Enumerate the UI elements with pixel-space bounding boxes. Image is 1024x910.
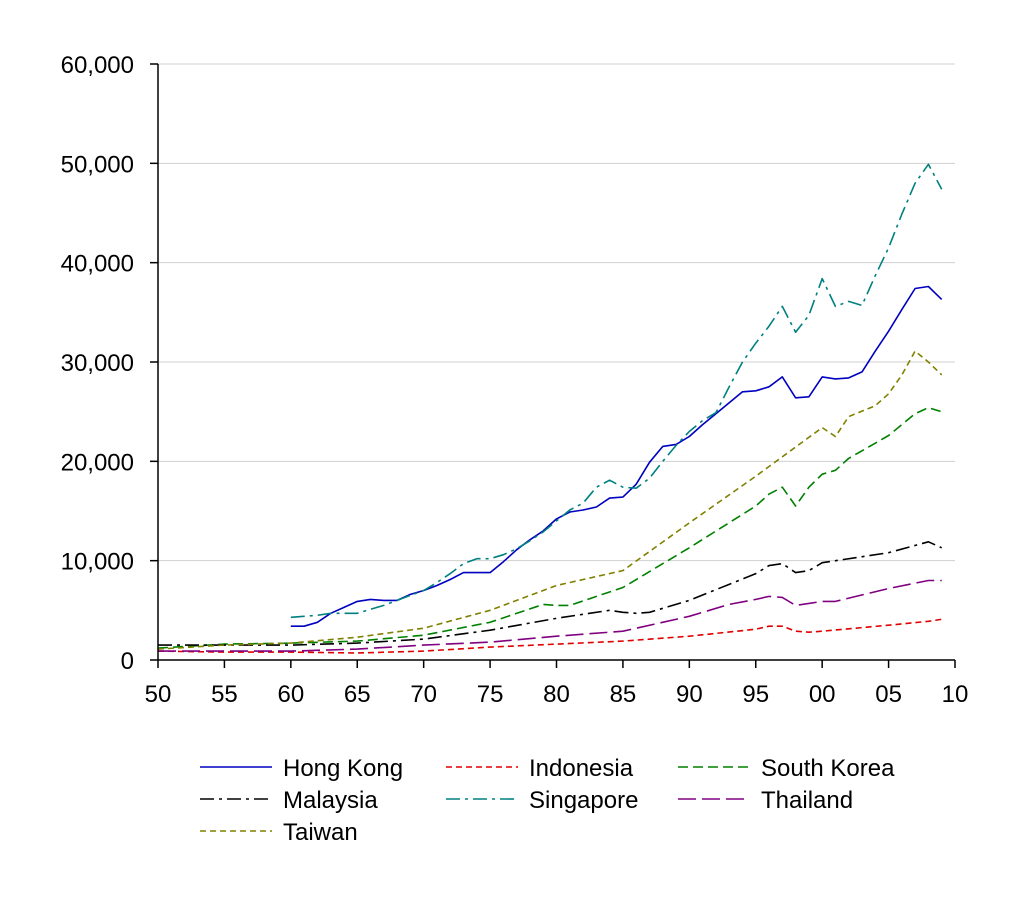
y-axis-ticks: 0 10,000 20,000 30,000 40,000 50,000 60,000 — [61, 52, 158, 675]
series-line-indonesia — [157, 618, 942, 654]
legend-label: Singapore — [529, 787, 638, 814]
legend-label: Hong Kong — [283, 755, 403, 782]
series-line-south-korea — [157, 406, 942, 649]
y-tick-label: 60,000 — [61, 52, 134, 79]
legend-item-taiwan: Taiwan — [200, 819, 358, 846]
x-tick-label: 55 — [211, 681, 238, 708]
x-axis-ticks: 50 55 60 65 70 75 80 85 90 95 00 05 10 — [145, 660, 969, 708]
legend-item-indonesia: Indonesia — [446, 755, 634, 782]
x-tick-label: 60 — [277, 681, 304, 708]
y-tick-label: 50,000 — [61, 151, 134, 178]
legend: Hong Kong Indonesia South Korea Malaysia Sin… — [200, 755, 895, 846]
legend-label: Indonesia — [529, 755, 634, 782]
legend-label: Thailand — [761, 787, 853, 814]
series-line-thailand — [158, 579, 942, 652]
x-tick-label: 80 — [543, 681, 570, 708]
x-tick-label: 00 — [809, 681, 836, 708]
y-tick-label: 20,000 — [61, 449, 134, 476]
grid-lines — [158, 63, 955, 562]
legend-item-malaysia: Malaysia — [200, 787, 378, 814]
x-tick-label: 70 — [410, 681, 437, 708]
series-line-hong-kong — [290, 285, 943, 628]
legend-label: Malaysia — [283, 787, 378, 814]
x-tick-label: 05 — [875, 681, 902, 708]
legend-item-thailand: Thailand — [678, 787, 853, 814]
y-tick-label: 40,000 — [61, 251, 134, 278]
y-tick-label: 0 — [121, 648, 134, 675]
legend-label: South Korea — [761, 755, 895, 782]
x-tick-label: 50 — [145, 681, 172, 708]
legend-item-singapore: Singapore — [446, 787, 638, 814]
legend-item-hong-kong: Hong Kong — [200, 755, 403, 782]
x-tick-label: 10 — [942, 681, 969, 708]
legend-item-south-korea: South Korea — [678, 755, 895, 782]
x-tick-label: 90 — [676, 681, 703, 708]
y-tick-label: 30,000 — [61, 350, 134, 377]
series-lines — [157, 163, 943, 654]
x-tick-label: 85 — [610, 681, 637, 708]
series-line-singapore — [290, 163, 943, 619]
series-line-malaysia — [158, 540, 943, 646]
y-tick-label: 10,000 — [61, 549, 134, 576]
x-tick-label: 95 — [742, 681, 769, 708]
x-tick-label: 65 — [344, 681, 371, 708]
x-tick-label: 75 — [477, 681, 504, 708]
legend-label: Taiwan — [283, 819, 358, 846]
